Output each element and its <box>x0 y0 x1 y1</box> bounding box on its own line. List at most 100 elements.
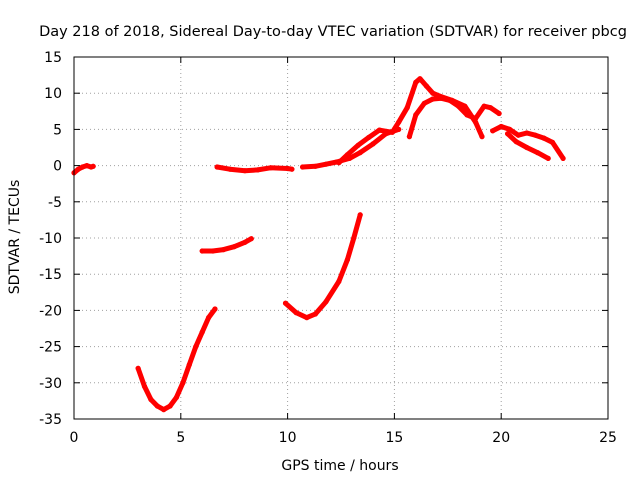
data-point <box>75 166 81 172</box>
data-point <box>417 76 423 82</box>
data-point <box>549 139 556 145</box>
series-arc-5 <box>282 212 363 321</box>
data-point <box>560 155 566 161</box>
data-point <box>505 131 511 137</box>
data-point <box>430 90 436 96</box>
data-point <box>84 163 90 169</box>
data-point <box>344 152 350 158</box>
data-point <box>267 165 274 171</box>
data-point <box>336 160 342 166</box>
data-point <box>479 134 485 140</box>
axis-ticks: 0 5 10 15 20 25 15 10 5 0 -5 -10 -15 -20 -25 -30 -35 <box>39 50 617 446</box>
y-tick-label: -10 <box>39 231 62 247</box>
data-point <box>206 315 212 321</box>
data-point <box>285 165 291 172</box>
data-point <box>212 306 218 312</box>
data-point <box>413 79 419 85</box>
data-point <box>242 168 248 174</box>
data-point <box>534 150 541 156</box>
data-point <box>455 103 462 109</box>
data-point <box>389 129 395 135</box>
x-tick-label: 5 <box>176 430 185 446</box>
data-point <box>423 83 429 89</box>
data-point <box>447 97 453 103</box>
data-point <box>227 166 233 172</box>
data-point <box>167 403 173 409</box>
data-point <box>513 139 519 145</box>
data-point <box>180 380 186 386</box>
series-arc-2 <box>135 306 218 413</box>
data-point <box>370 141 376 147</box>
x-tick-label: 25 <box>599 430 617 446</box>
y-tick-label: 15 <box>44 50 62 66</box>
data-point <box>193 344 199 350</box>
data-point <box>406 134 412 140</box>
x-axis-label: GPS time / hours <box>281 458 398 474</box>
series-arc-4 <box>214 164 295 174</box>
series-arc-3 <box>199 236 254 254</box>
data-point <box>344 257 350 263</box>
x-tick-label: 15 <box>385 430 403 446</box>
data-point <box>199 248 205 254</box>
data-point <box>248 236 254 242</box>
data-point <box>462 103 468 109</box>
data-point <box>289 166 295 172</box>
data-point <box>498 123 504 130</box>
x-tick-label: 10 <box>279 430 297 446</box>
data-point <box>312 311 318 317</box>
data-point <box>376 127 382 133</box>
data-point <box>473 115 479 122</box>
data-point <box>532 132 539 138</box>
data-point <box>173 394 180 400</box>
data-point <box>231 244 237 250</box>
y-tick-label: 5 <box>53 122 62 138</box>
series-arc-8 <box>406 95 502 140</box>
data-point <box>351 235 357 241</box>
data-point <box>304 315 310 321</box>
data-point <box>473 119 479 125</box>
y-tick-label: -20 <box>39 303 62 319</box>
y-tick-label: -30 <box>39 376 62 392</box>
series-arc-10 <box>505 131 551 161</box>
y-tick-label: -15 <box>39 267 62 283</box>
data-point <box>355 142 361 148</box>
series-trace <box>135 306 218 413</box>
y-tick-label: 10 <box>44 86 62 102</box>
data-point <box>220 247 227 253</box>
data-point <box>545 155 551 161</box>
data-point <box>79 164 86 170</box>
data-point <box>300 164 306 170</box>
series-arc-1 <box>71 163 96 176</box>
data-point <box>141 383 148 389</box>
data-point <box>312 163 318 169</box>
series-arc-9 <box>490 123 566 161</box>
data-point <box>421 100 427 106</box>
y-tick-label: -35 <box>39 412 62 428</box>
data-point <box>135 365 141 371</box>
data-point <box>210 248 216 254</box>
data-point <box>487 105 494 111</box>
data-point <box>490 128 496 134</box>
series-trace <box>283 212 363 321</box>
data-series <box>71 76 566 413</box>
data-point <box>396 119 402 125</box>
data-point <box>524 130 530 136</box>
x-tick-label: 20 <box>492 430 510 446</box>
data-point <box>366 134 372 140</box>
data-point <box>357 212 363 218</box>
data-point <box>336 278 342 284</box>
data-point <box>90 163 96 169</box>
data-point <box>148 396 154 403</box>
y-axis-label: SDTVAR / TECUs <box>7 180 23 295</box>
data-point <box>186 362 192 368</box>
data-point <box>282 300 289 306</box>
x-tick-label: 0 <box>70 430 79 446</box>
data-point <box>464 112 470 118</box>
data-point <box>430 96 436 102</box>
data-point <box>404 105 410 111</box>
data-point <box>323 161 329 167</box>
data-point <box>507 126 513 132</box>
data-point <box>154 403 160 409</box>
data-point <box>293 310 299 316</box>
data-point <box>438 95 444 101</box>
